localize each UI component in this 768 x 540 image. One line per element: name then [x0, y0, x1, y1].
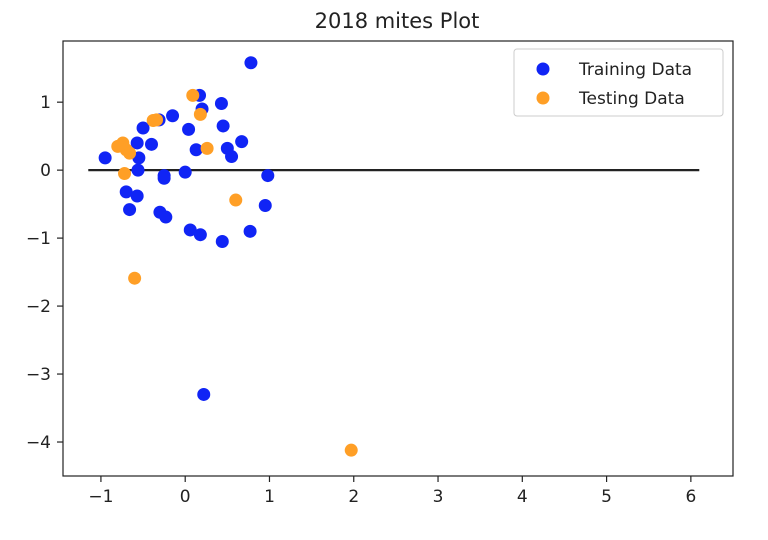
- data-point: [197, 387, 211, 401]
- data-point: [258, 198, 272, 212]
- data-point: [193, 228, 207, 242]
- legend-box: [513, 48, 724, 117]
- data-point: [98, 151, 112, 165]
- data-point: [216, 119, 230, 133]
- data-point: [193, 107, 207, 121]
- x-tick-label: 6: [685, 487, 696, 507]
- data-point: [119, 185, 133, 199]
- legend-marker: [536, 91, 550, 105]
- y-tick-label: −3: [26, 365, 51, 385]
- axis-ticks: −1 0 1 2 3 4 5 6 1 0 −1 −2 −3 −4: [26, 93, 696, 507]
- data-point: [186, 88, 200, 102]
- data-point: [261, 169, 275, 183]
- x-tick-label: 4: [517, 487, 528, 507]
- x-tick-label: 0: [180, 487, 191, 507]
- x-tick-label: 1: [264, 487, 275, 507]
- legend-label: Training Data: [578, 60, 692, 80]
- data-point: [344, 443, 358, 457]
- y-tick-label: 1: [40, 93, 51, 113]
- data-point: [144, 137, 158, 151]
- data-point: [182, 122, 196, 136]
- chart-title: 2018 mites Plot: [315, 9, 480, 33]
- data-point: [123, 146, 137, 160]
- data-point: [189, 143, 203, 157]
- data-point: [215, 235, 229, 249]
- y-tick-label: −2: [26, 297, 51, 317]
- data-point: [244, 56, 258, 70]
- data-point: [123, 203, 137, 217]
- legend-marker: [536, 62, 550, 76]
- data-point: [229, 193, 243, 207]
- data-point: [200, 141, 214, 155]
- plot-area: [88, 56, 700, 457]
- data-point: [130, 189, 144, 203]
- y-tick-label: 0: [40, 161, 51, 181]
- data-point: [118, 167, 132, 181]
- data-point: [130, 136, 144, 150]
- x-tick-label: −1: [88, 487, 113, 507]
- data-point: [128, 271, 142, 285]
- x-tick-label: 2: [348, 487, 359, 507]
- data-point: [136, 121, 150, 135]
- data-point: [166, 109, 180, 123]
- legend: Training Data Testing Data: [513, 48, 724, 117]
- x-tick-label: 3: [433, 487, 444, 507]
- legend-label: Testing Data: [578, 89, 685, 109]
- data-point: [131, 163, 145, 177]
- data-point: [235, 135, 249, 149]
- axes-frame: [62, 40, 734, 477]
- data-point: [214, 97, 228, 111]
- data-point: [157, 171, 171, 185]
- data-point: [225, 150, 239, 164]
- y-tick-label: −4: [26, 433, 51, 453]
- data-point: [243, 224, 257, 238]
- data-point: [150, 113, 164, 127]
- x-tick-label: 5: [601, 487, 612, 507]
- y-tick-label: −1: [26, 229, 51, 249]
- series-testing: [111, 88, 358, 457]
- series-training: [98, 56, 275, 401]
- data-point: [159, 210, 173, 224]
- data-point: [178, 165, 192, 179]
- data-point: [183, 223, 197, 237]
